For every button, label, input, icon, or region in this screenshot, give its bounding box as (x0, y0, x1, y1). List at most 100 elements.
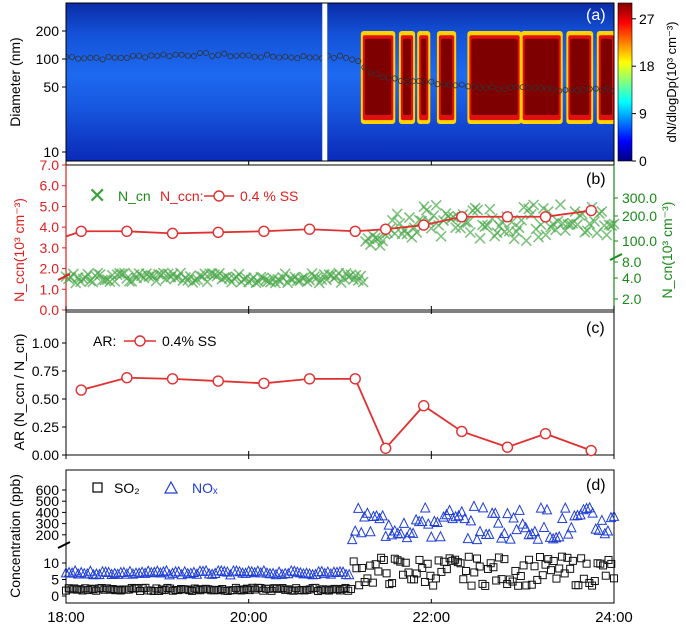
nox-point (176, 568, 187, 580)
so2-point (382, 569, 391, 578)
so2-point (83, 586, 92, 595)
so2-point (601, 571, 610, 580)
so2-point (116, 586, 125, 595)
nox-point (231, 564, 242, 576)
so2-point (251, 585, 260, 594)
median-diameter-point (568, 86, 575, 93)
cn-point (554, 198, 566, 211)
nox-point (88, 568, 99, 580)
median-diameter-point (434, 81, 441, 88)
nox-point (352, 502, 364, 513)
median-diameter-point (556, 87, 563, 94)
colorbar-tick-label: 9 (639, 106, 647, 122)
median-diameter-point (117, 54, 124, 61)
nox-point (514, 504, 525, 515)
median-diameter-point (81, 55, 88, 62)
cn-point (596, 205, 608, 218)
nox-point (121, 567, 133, 579)
cn-point (123, 275, 135, 287)
nox-point (249, 566, 261, 578)
nox-point (416, 515, 428, 526)
ccn-point (75, 225, 87, 237)
cn-point (588, 215, 601, 228)
nox-point (435, 530, 446, 542)
median-diameter-point (489, 83, 496, 90)
median-diameter-point (172, 51, 179, 58)
median-diameter-point (257, 54, 264, 61)
colorbar-tick-label: 27 (639, 11, 655, 27)
nox-point (566, 521, 577, 533)
cn-point (357, 276, 369, 288)
nox-point (508, 511, 519, 523)
median-diameter-point (574, 87, 581, 94)
heatmap-burst (600, 38, 612, 115)
so2-point (242, 584, 251, 593)
ytick-label-d: 10 (43, 555, 59, 571)
cn-point (106, 269, 118, 281)
ytick-label-a: 50 (43, 79, 59, 95)
axis-break-left (57, 273, 71, 281)
so2-point (182, 585, 191, 594)
so2-point (163, 583, 172, 592)
ar-point (501, 441, 514, 453)
ytick-label-b-left: 5.0 (40, 198, 60, 214)
so2-point (215, 586, 224, 595)
ytick-label-b-left: 4.0 (40, 219, 60, 235)
axis-break-d (57, 541, 71, 549)
so2-point (582, 559, 591, 568)
so2-point (399, 570, 408, 579)
median-diameter-point (99, 56, 106, 63)
so2-point (429, 581, 438, 590)
nox-point (499, 527, 510, 539)
ytick-label-b-right: 300.0 (622, 190, 657, 206)
so2-point (130, 584, 139, 593)
ar-point (75, 384, 87, 396)
so2-point (579, 574, 588, 583)
legend-nox-label: NOₓ (192, 480, 218, 496)
xtick-label: 20:00 (230, 609, 268, 626)
so2-point (555, 564, 564, 573)
legend-ar-marker (134, 335, 146, 347)
panel-d-letter: (d) (586, 477, 606, 494)
nox-point (118, 566, 130, 577)
ytick-label-d: 5 (51, 572, 59, 588)
nox-point (422, 517, 434, 529)
cn-point (608, 218, 620, 230)
nox-point (75, 566, 87, 578)
so2-point (445, 554, 454, 563)
nox-point (608, 510, 620, 521)
nox-point (72, 567, 84, 579)
cn-point (513, 222, 525, 234)
median-diameter-point (495, 85, 502, 92)
nox-point (444, 504, 455, 516)
cn-point (450, 222, 462, 234)
so2-point (423, 559, 432, 568)
cn-point (528, 199, 540, 211)
nox-point (593, 524, 605, 535)
panel-b-left-ylabel: N_ccn(10³ cm⁻³) (11, 198, 27, 302)
so2-point (431, 574, 440, 583)
ytick-label-c: 1.00 (32, 335, 59, 351)
median-diameter-point (458, 81, 465, 88)
so2-point (327, 585, 336, 594)
so2-point (81, 584, 90, 593)
so2-point (393, 556, 402, 565)
so2-point (344, 586, 353, 595)
cn-point (303, 274, 316, 286)
nox-point (349, 525, 361, 536)
nox-point (489, 507, 501, 518)
so2-point (196, 586, 205, 595)
ccn-point (418, 219, 430, 231)
median-diameter-point (355, 58, 362, 65)
cn-point (532, 231, 545, 243)
ccn-point (349, 225, 361, 237)
nox-point (590, 523, 602, 534)
median-diameter-point (611, 88, 614, 95)
nox-point (596, 514, 608, 525)
median-diameter-point (203, 50, 210, 57)
ccn-point (212, 226, 224, 239)
so2-point (557, 552, 566, 561)
legend-ar-prefix: AR: (93, 333, 116, 349)
legend-so2-marker (92, 482, 103, 493)
